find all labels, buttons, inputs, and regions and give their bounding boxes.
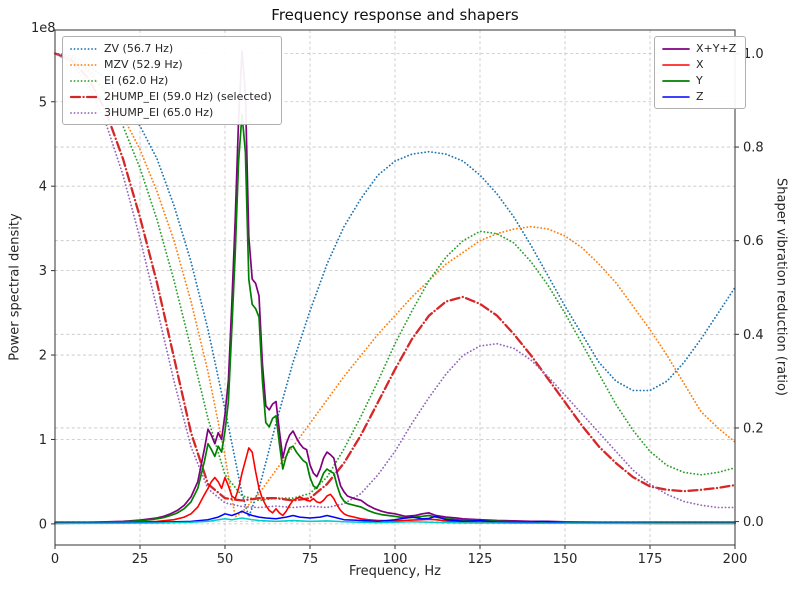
y-axis-label-left: Power spectral density xyxy=(7,213,23,361)
series-line-Z xyxy=(54,510,736,524)
x-tick-label: 175 xyxy=(638,552,663,567)
y-axis-label-right: Shaper vibration reduction (ratio) xyxy=(773,178,789,396)
x-tick-label: 200 xyxy=(723,552,748,567)
x-tick-label: 0 xyxy=(51,552,59,567)
series-line-EI xyxy=(54,52,736,502)
legend-series: X+Y+Z X Y Z xyxy=(654,36,747,109)
legend-item-ZV: ZV (56.7 Hz) xyxy=(70,42,272,55)
chart-title: Frequency response and shapers xyxy=(271,6,519,24)
legend-line-swatch-3HUMP_EI xyxy=(70,111,98,114)
y-right-tick-label: 1.0 xyxy=(743,47,764,62)
legend-label-EI: EI (62.0 Hz) xyxy=(104,74,169,87)
x-tick-label: 75 xyxy=(302,552,319,567)
x-tick-label: 150 xyxy=(553,552,578,567)
y-right-tick-label: 0.4 xyxy=(743,328,764,343)
legend-item-3HUMP_EI: 3HUMP_EI (65.0 Hz) xyxy=(70,106,272,119)
y-left-tick-label: 5 xyxy=(39,95,47,110)
legend-item-X+Y+Z: X+Y+Z xyxy=(662,42,736,55)
x-axis-label: Frequency, Hz xyxy=(348,564,442,579)
series-line-3HUMP_EI xyxy=(54,52,736,509)
legend-label-Y: Y xyxy=(696,74,703,87)
series-line-2HUMP_EI xyxy=(53,52,737,502)
legend-line-swatch-MZV xyxy=(70,63,98,66)
legend-item-X: X xyxy=(662,58,736,71)
legend-label-ZV: ZV (56.7 Hz) xyxy=(104,42,174,55)
legend-item-Y: Y xyxy=(662,74,736,87)
x-tick-label: 50 xyxy=(217,552,234,567)
y-right-tick-label: 0.8 xyxy=(743,141,764,156)
y-left-tick-label: 4 xyxy=(39,180,47,195)
y-right-tick-label: 0.0 xyxy=(743,515,764,530)
legend-line-swatch-X+Y+Z xyxy=(662,47,690,50)
x-tick-label: 25 xyxy=(132,552,149,567)
legend-label-3HUMP_EI: 3HUMP_EI (65.0 Hz) xyxy=(104,106,214,119)
legend-line-swatch-2HUMP_EI xyxy=(70,95,98,98)
legend-label-2HUMP_EI: 2HUMP_EI (59.0 Hz) (selected) xyxy=(104,90,272,103)
x-tick-label: 100 xyxy=(383,552,408,567)
legend-item-MZV: MZV (52.9 Hz) xyxy=(70,58,272,71)
series-line-X+Y+Z xyxy=(54,50,736,524)
series-line-MZV xyxy=(54,52,736,518)
legend-label-Z: Z xyxy=(696,90,704,103)
legend-line-swatch-X xyxy=(662,63,690,66)
series-line-unlabeled-cyan xyxy=(54,517,736,525)
y-left-tick-label: 3 xyxy=(39,264,47,279)
series-line-ZV xyxy=(54,52,736,518)
y-left-tick-label: 0 xyxy=(39,517,47,532)
legend-line-swatch-EI xyxy=(70,79,98,82)
legend-label-X: X xyxy=(696,58,704,71)
y-left-tick-label: 2 xyxy=(39,349,47,364)
x-tick-label: 125 xyxy=(468,552,493,567)
y-right-tick-label: 0.6 xyxy=(743,234,764,249)
series-line-X xyxy=(54,447,736,525)
y-left-tick-label: 1 xyxy=(39,433,47,448)
legend-label-X+Y+Z: X+Y+Z xyxy=(696,42,737,55)
legend-item-2HUMP_EI: 2HUMP_EI (59.0 Hz) (selected) xyxy=(70,90,272,103)
legend-shapers: ZV (56.7 Hz) MZV (52.9 Hz) EI (62.0 Hz) 2HU… xyxy=(62,36,282,125)
legend-label-MZV: MZV (52.9 Hz) xyxy=(104,58,183,71)
legend-item-EI: EI (62.0 Hz) xyxy=(70,74,272,87)
legend-line-swatch-ZV xyxy=(70,47,98,50)
y-right-tick-label: 0.2 xyxy=(743,421,764,436)
legend-item-Z: Z xyxy=(662,90,736,103)
legend-line-swatch-Z xyxy=(662,95,690,98)
legend-line-swatch-Y xyxy=(662,79,690,82)
axis-offset-text: 1e8 xyxy=(31,21,56,36)
